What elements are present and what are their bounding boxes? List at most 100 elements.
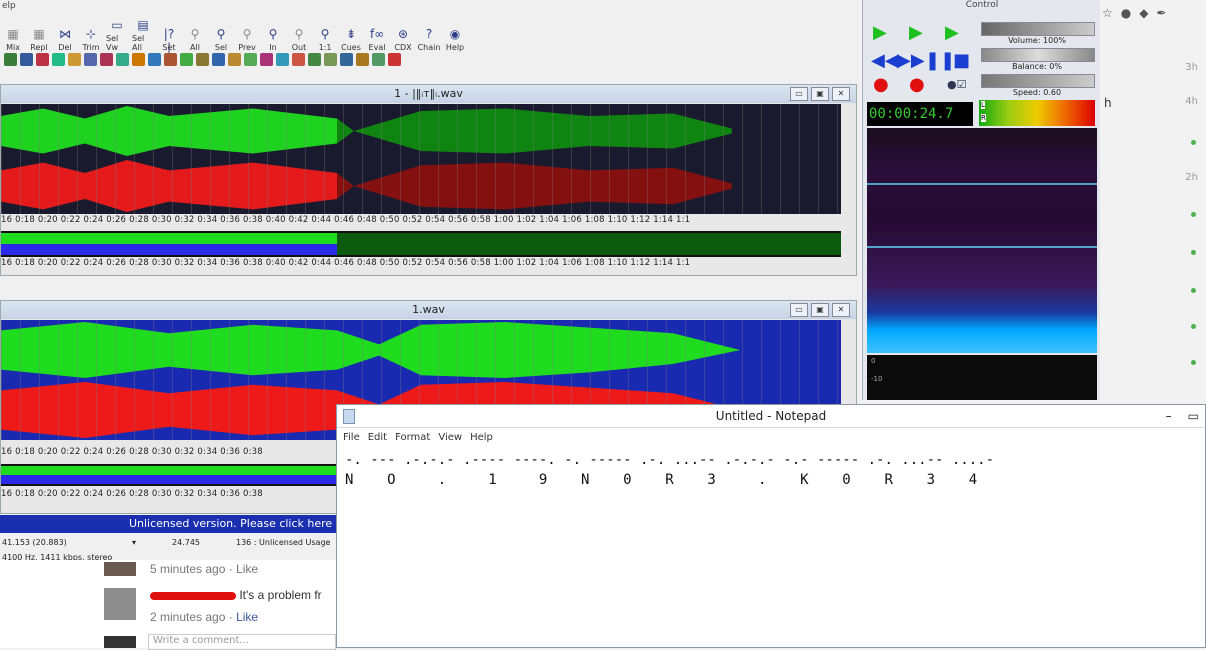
out-button[interactable]: ⚲ Out <box>288 27 310 52</box>
effect-tool-icon[interactable] <box>356 53 369 66</box>
feather-icon[interactable]: ✒ <box>1156 6 1167 20</box>
repl-button[interactable]: ▦ Repl <box>28 27 50 52</box>
eval-button[interactable]: f∞ Eval <box>366 27 388 52</box>
time-label-3: 2h <box>1185 172 1198 183</box>
play-selection-icon[interactable]: ▶ <box>909 22 923 43</box>
chain-button[interactable]: ? Chain <box>418 27 441 52</box>
effect-tool-icon[interactable] <box>228 53 241 66</box>
online-dot <box>1191 324 1196 329</box>
effect-tool-icon[interactable] <box>180 53 193 66</box>
waveform-1[interactable] <box>1 104 841 214</box>
speed-slider[interactable] <box>981 74 1095 88</box>
menu-view[interactable]: View <box>438 432 463 443</box>
effect-tool-icon[interactable] <box>36 53 49 66</box>
menu-help[interactable]: Help <box>470 432 493 443</box>
maximize-icon[interactable]: ▣ <box>811 87 829 101</box>
record-icon[interactable]: ● <box>873 74 889 95</box>
extension-icon[interactable]: ● <box>1120 6 1132 20</box>
effect-tool-icon[interactable] <box>148 53 161 66</box>
effect-tool-icon[interactable] <box>276 53 289 66</box>
overview-1[interactable] <box>1 231 841 257</box>
maximize-icon[interactable]: ▣ <box>811 303 829 317</box>
in-button[interactable]: ⚲ In <box>262 27 284 52</box>
sel-button[interactable]: ⚲ Sel <box>210 27 232 52</box>
menu-format[interactable]: Format <box>395 432 431 443</box>
effect-tool-icon[interactable] <box>4 53 17 66</box>
browser-side: ☆ ● ◆ ✒ h 3h 4h 2h <box>1100 0 1206 400</box>
toolbar-label: Out <box>291 43 307 52</box>
all-button[interactable]: ⚲ All <box>184 27 206 52</box>
effect-tool-icon[interactable] <box>260 53 273 66</box>
close-icon[interactable]: ✕ <box>832 87 850 101</box>
toolbar-label: Sel <box>214 43 228 52</box>
sel-vw-button[interactable]: ▭ Sel Vw <box>106 18 128 52</box>
minimize-icon[interactable]: – <box>1165 409 1172 423</box>
record-new-icon[interactable]: ● <box>909 74 925 95</box>
maximize-icon[interactable]: ▭ <box>1187 409 1199 423</box>
effect-tool-icon[interactable] <box>372 53 385 66</box>
minimize-icon[interactable]: ▭ <box>790 303 808 317</box>
sel-all-button[interactable]: ▤ Sel All <box>132 18 154 52</box>
online-dot <box>1191 250 1196 255</box>
help-button[interactable]: ◉ Help <box>444 27 466 52</box>
effect-tool-icon[interactable] <box>20 53 33 66</box>
effect-tool-icon[interactable] <box>100 53 113 66</box>
minimize-icon[interactable]: ▭ <box>790 87 808 101</box>
play-from-cursor-icon[interactable]: ▶ <box>945 22 959 43</box>
trim-button[interactable]: ⊹ Trim <box>80 27 102 52</box>
effect-tool-icon[interactable] <box>68 53 81 66</box>
set-icon: |?| <box>163 27 175 55</box>
timeline-ruler-2: 16 0:18 0:20 0:22 0:24 0:26 0:28 0:30 0:… <box>1 447 341 461</box>
effect-tool-icon[interactable] <box>52 53 65 66</box>
morse-line: -. --- .-.-.- .---- ----. -. ----- .-. .… <box>345 452 995 468</box>
chevron-down-icon[interactable]: ▾ <box>132 538 137 547</box>
wave-2-filename: 1.wav <box>412 303 445 316</box>
menu-fragment[interactable]: elp <box>2 1 16 11</box>
main-toolbar: ▦ Mix ▦ Repl ⋈ Del ⊹ Trim ▭ Sel Vw ▤ Sel All |?| Set ⚲… <box>0 14 860 55</box>
overview-2[interactable] <box>1 464 341 486</box>
cues-icon: ⇟ <box>345 27 357 41</box>
select-view-icon: ▭ <box>111 18 123 32</box>
balance-slider[interactable] <box>981 48 1095 62</box>
effect-tool-icon[interactable] <box>164 53 177 66</box>
effect-tool-icon[interactable] <box>324 53 337 66</box>
effect-tool-icon[interactable] <box>116 53 129 66</box>
cdx-button[interactable]: ⊛ CDX <box>392 27 414 52</box>
like-link[interactable]: Like <box>236 610 259 624</box>
effect-tool-icon[interactable] <box>308 53 321 66</box>
del-button[interactable]: ⋈ Del <box>54 27 76 52</box>
zoom-prev-icon: ⚲ <box>242 27 252 41</box>
shield-icon[interactable]: ◆ <box>1139 6 1149 20</box>
effect-tool-icon[interactable] <box>84 53 97 66</box>
fast-forward-icon[interactable]: ▶▶ <box>897 50 925 71</box>
time-display: 00:00:24.7 <box>867 102 973 126</box>
star-icon[interactable]: ☆ <box>1102 6 1113 20</box>
trim-icon: ⊹ <box>85 27 97 41</box>
notepad-text-area[interactable]: -. --- .-.-.- .---- ----. -. ----- .-. .… <box>337 448 1205 490</box>
rewind-icon[interactable]: ◀◀ <box>871 50 899 71</box>
menu-edit[interactable]: Edit <box>367 432 388 443</box>
volume-slider[interactable] <box>981 22 1095 36</box>
effect-tool-icon[interactable] <box>244 53 257 66</box>
1-1-button[interactable]: ⚲ 1:1 <box>314 27 336 52</box>
pause-icon[interactable]: ❚❚ <box>925 50 956 71</box>
wave-window-1-title: 1 - |‖ᵢᴛ‖ᵢ.wav ▭ ▣ ✕ <box>1 85 856 103</box>
stop-icon[interactable]: ■ <box>953 50 971 71</box>
effect-tool-icon[interactable] <box>340 53 353 66</box>
record-options-icon[interactable]: ●☑ <box>947 78 967 91</box>
effect-tool-icon[interactable] <box>132 53 145 66</box>
menu-file[interactable]: File <box>343 432 360 443</box>
set-button[interactable]: |?| Set <box>158 27 180 55</box>
mix-button[interactable]: ▦ Mix <box>2 27 24 52</box>
prev-button[interactable]: ⚲ Prev <box>236 27 258 52</box>
cues-button[interactable]: ⇟ Cues <box>340 27 362 52</box>
play-icon[interactable]: ▶ <box>873 22 887 43</box>
effect-tool-icon[interactable] <box>388 53 401 66</box>
close-icon[interactable]: ✕ <box>832 303 850 317</box>
unlicensed-banner[interactable]: Unlicensed version. Please click here t <box>0 515 340 533</box>
avatar <box>104 562 136 576</box>
effect-tool-icon[interactable] <box>292 53 305 66</box>
effect-tool-icon[interactable] <box>212 53 225 66</box>
browser-toolbar: ☆ ● ◆ ✒ <box>1102 6 1167 20</box>
effect-tool-icon[interactable] <box>196 53 209 66</box>
